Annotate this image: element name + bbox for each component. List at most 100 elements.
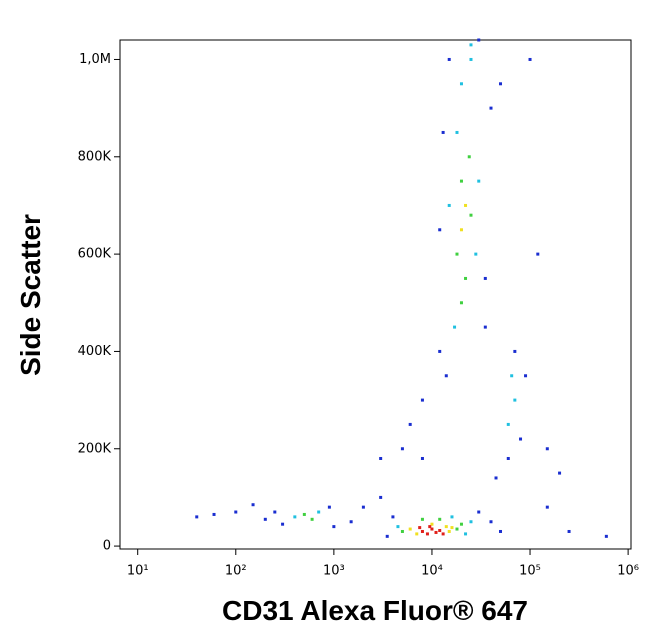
- point: [408, 527, 412, 531]
- point: [513, 349, 517, 353]
- point: [447, 203, 451, 207]
- x-tick-label: 10¹: [127, 564, 149, 579]
- point: [483, 325, 487, 329]
- point: [464, 276, 468, 280]
- point: [263, 517, 267, 521]
- y-tick-label: 0: [103, 539, 111, 554]
- x-tick-label: 10²: [225, 564, 247, 579]
- point: [545, 505, 549, 509]
- point: [379, 456, 383, 460]
- point: [430, 522, 434, 526]
- point: [444, 525, 448, 529]
- point: [510, 374, 514, 378]
- point: [506, 456, 510, 460]
- point: [434, 530, 438, 534]
- point: [447, 529, 451, 533]
- point: [450, 515, 454, 519]
- point: [332, 525, 336, 529]
- point: [558, 471, 562, 475]
- point: [317, 510, 321, 514]
- point: [455, 130, 459, 134]
- point: [420, 456, 424, 460]
- point: [281, 522, 285, 526]
- point: [469, 213, 473, 217]
- point: [234, 510, 238, 514]
- point: [459, 82, 463, 86]
- point: [447, 57, 451, 61]
- point: [477, 510, 481, 514]
- point: [415, 532, 419, 536]
- x-tick-label: 10⁵: [519, 564, 541, 579]
- point: [420, 398, 424, 402]
- point: [464, 203, 468, 207]
- point: [349, 520, 353, 524]
- point: [459, 228, 463, 232]
- point: [469, 43, 473, 47]
- point: [464, 532, 468, 536]
- point: [467, 155, 471, 159]
- y-tick-label: 200K: [78, 441, 112, 456]
- point: [477, 38, 481, 42]
- point: [408, 422, 412, 426]
- x-axis-title: CD31 Alexa Fluor® 647: [222, 595, 528, 626]
- point: [567, 529, 571, 533]
- point: [506, 422, 510, 426]
- y-axis-title: Side Scatter: [15, 214, 46, 376]
- point: [361, 505, 365, 509]
- point: [545, 447, 549, 451]
- point: [425, 532, 429, 536]
- plot-frame: [119, 39, 632, 550]
- x-tick-label: 10⁶: [617, 564, 639, 579]
- point: [455, 252, 459, 256]
- point: [499, 529, 503, 533]
- point: [420, 517, 424, 521]
- point: [438, 517, 442, 521]
- point: [293, 515, 297, 519]
- point: [327, 505, 331, 509]
- point: [441, 532, 445, 536]
- point: [469, 57, 473, 61]
- point: [459, 301, 463, 305]
- point: [438, 349, 442, 353]
- y-tick-label: 400K: [78, 344, 112, 359]
- point: [524, 374, 528, 378]
- point: [396, 525, 400, 529]
- point: [302, 512, 306, 516]
- point: [430, 527, 434, 531]
- point: [379, 495, 383, 499]
- point: [428, 525, 432, 529]
- point: [494, 476, 498, 480]
- point: [483, 276, 487, 280]
- point: [420, 529, 424, 533]
- point: [513, 398, 517, 402]
- point: [441, 130, 445, 134]
- x-tick-label: 10³: [323, 564, 345, 579]
- point: [418, 526, 422, 530]
- point: [400, 529, 404, 533]
- point: [459, 522, 463, 526]
- point: [519, 437, 523, 441]
- point: [528, 57, 532, 61]
- y-tick-label: 600K: [78, 247, 112, 262]
- point: [489, 106, 493, 110]
- x-tick-label: 10⁴: [421, 564, 443, 579]
- point: [474, 252, 478, 256]
- point: [438, 529, 442, 533]
- point: [273, 510, 277, 514]
- point: [604, 534, 608, 538]
- y-tick-label: 800K: [78, 149, 112, 164]
- point: [195, 515, 199, 519]
- point: [385, 534, 389, 538]
- point: [212, 512, 216, 516]
- y-tick-label: 1,0M: [79, 52, 111, 67]
- point: [400, 447, 404, 451]
- point: [453, 325, 457, 329]
- point: [455, 527, 459, 531]
- point: [444, 374, 448, 378]
- point: [391, 515, 395, 519]
- point: [310, 517, 314, 521]
- point: [251, 503, 255, 507]
- point: [450, 526, 454, 530]
